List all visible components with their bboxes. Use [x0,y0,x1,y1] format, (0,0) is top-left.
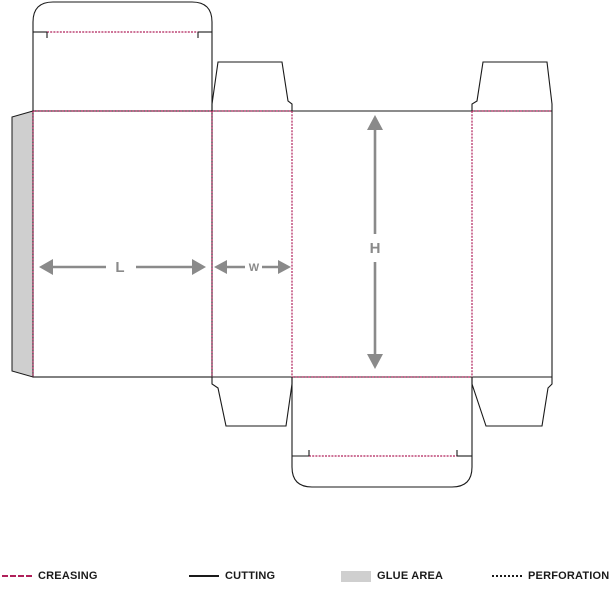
dimension-width-head-right [278,260,291,274]
legend-cutting: CUTTING [189,569,275,583]
box-dieline: L W H [11,1,553,488]
panel-length-front [32,110,213,378]
glue-area-swatch [341,570,371,582]
glue-flap [11,110,34,378]
bottom-dust-flap-right [471,377,553,427]
bottom-tuck-flap [291,377,473,488]
dimension-height: H [367,115,383,369]
legend-perforation: PERFORATION [492,569,609,583]
top-dust-flap-left [211,61,293,111]
dimension-height-head-bottom [367,354,383,369]
dimension-width-label: W [249,262,260,274]
legend-perforation-label: PERFORATION [528,570,610,582]
dimension-length: L [39,259,206,276]
dimension-length-head-left [39,259,53,275]
top-dust-flap-right [471,61,553,111]
legend-glue-area: GLUE AREA [341,569,443,583]
dimension-width-head-left [214,260,227,274]
legend-creasing: CREASING [2,569,98,583]
dimension-length-label: L [115,259,124,276]
creasing-swatch [2,575,32,577]
top-tuck-flap [32,1,213,111]
dimension-height-label: H [370,240,381,257]
legend-creasing-label: CREASING [38,570,98,582]
bottom-dust-flap-left [211,377,293,427]
legend-cutting-label: CUTTING [225,570,276,582]
dimension-width: W [214,260,291,274]
cutting-swatch [189,575,219,577]
perforation-swatch [492,575,522,577]
dimension-length-head-right [192,259,206,275]
legend-glue-area-label: GLUE AREA [377,570,444,582]
dimension-height-head-top [367,115,383,130]
